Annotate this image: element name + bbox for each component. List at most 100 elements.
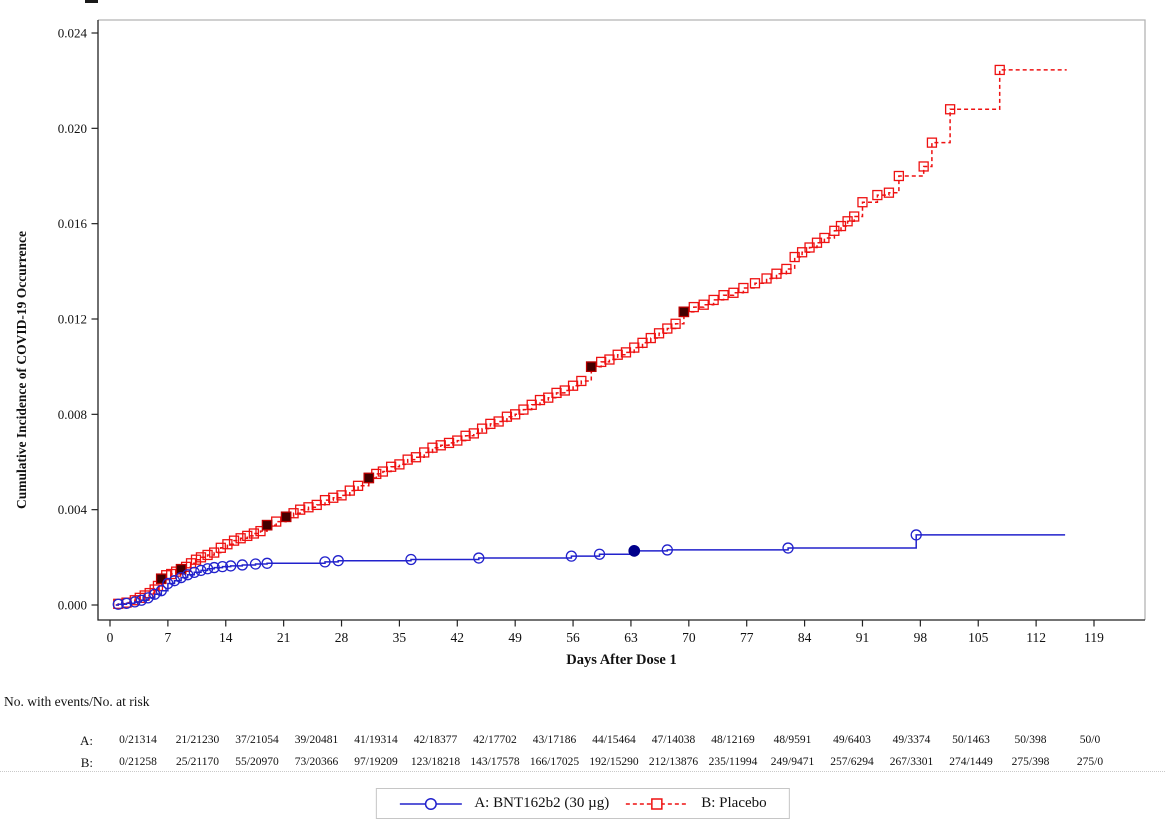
risk-cell: 50/398 [1014,734,1047,746]
severe-marker-circle [628,545,641,557]
marker-square [385,461,397,472]
risk-cell: 49/6403 [833,734,871,746]
risk-cell: 73/20366 [294,756,339,768]
marker-square [443,437,455,449]
marker-square [195,552,207,563]
severe-marker-square [155,573,167,585]
severe-marker-square [280,511,292,523]
risk-cell: 48/9591 [773,734,812,746]
marker-square [242,530,253,542]
risk-cell: 0/21258 [119,756,157,768]
marker-square [485,418,496,430]
risk-cell: 55/20970 [235,756,279,768]
marker-square [576,375,587,387]
marker-square [319,494,331,506]
x-tick-label: 42 [451,630,465,645]
marker-circle [225,560,237,572]
plot-axes-black [97,20,1145,621]
risk-row-label-a: A: [80,733,93,748]
marker-circle [910,529,922,541]
marker-circle [405,553,417,566]
marker-square [926,137,938,148]
legend-box: A: BNT162b2 (30 µg) B: Placebo [375,788,790,819]
x-tick-label: 56 [566,630,580,645]
marker-circle [188,566,200,578]
marker-square [781,263,792,275]
marker-circle [565,550,578,562]
marker-square [235,533,246,544]
marker-square [501,411,513,422]
risk-cell: 39/20481 [294,734,339,746]
marker-circle [162,577,174,590]
risk-cell: 275/0 [1076,756,1104,768]
marker-circle [261,557,273,569]
y-tick-label: 0.012 [58,312,87,327]
marker-square [670,318,681,329]
marker-square [857,197,868,208]
marker-circle [319,556,331,568]
x-tick-label: 28 [335,630,349,645]
risk-cell: 43/17186 [532,734,577,746]
marker-square [612,349,623,360]
marker-square [698,299,709,310]
risk-cell: 48/12169 [711,734,755,746]
legend-item-a: A: BNT162b2 (30 µg) [398,795,609,812]
marker-circle [236,559,248,571]
severe-marker-square [175,563,187,575]
marker-square [222,539,233,550]
marker-circle [208,561,220,574]
risk-cell: 249/9471 [770,756,815,768]
marker-square [688,301,699,313]
separator-dotted-line [0,771,1165,772]
marker-circle [593,548,606,560]
y-tick-label: 0.016 [58,216,88,231]
marker-square [551,387,562,399]
marker-square [749,278,761,289]
severe-marker-square [585,361,597,373]
marker-square [718,290,729,301]
marker-square [738,282,749,294]
risk-cell: 143/17578 [470,756,520,768]
legend-label-a: A: BNT162b2 (30 µg) [474,795,610,811]
marker-circle [120,597,133,609]
marker-square [255,525,266,537]
y-tick-label: 0.000 [58,598,87,613]
severe-marker-square [678,306,690,318]
legend-swatch-b-line-square-icon [626,797,689,810]
risk-cell: 192/15290 [589,756,639,768]
marker-circle [149,588,161,600]
risk-cell: 25/21170 [175,756,220,768]
marker-square [352,480,364,491]
marker-circle [661,544,673,556]
risk-cell: 42/18377 [413,734,458,746]
series-line-b [115,69,1067,606]
x-tick-label: 91 [856,630,870,645]
risk-cell: 42/17702 [473,734,517,746]
marker-square [460,430,471,441]
risk-cell: 44/15464 [592,734,636,746]
marker-square [215,542,226,553]
risk-cell: 123/18218 [410,756,461,768]
legend-item-b: B: Placebo [625,795,767,812]
y-axis-title: Cumulative Incidence of COVID-19 Occurre… [14,231,29,509]
marker-square [944,104,956,115]
x-tick-label: 63 [624,630,638,645]
marker-square [771,268,782,279]
marker-circle [216,560,229,573]
marker-circle [182,569,194,581]
marker-square [435,440,446,451]
risk-row-label-b: B: [80,755,93,770]
x-tick-label: 98 [914,630,928,645]
y-tick-label: 0.008 [58,407,87,422]
risk-cell: 47/14038 [651,734,696,746]
marker-square [728,287,739,298]
marker-square [849,211,860,222]
marker-square [248,528,260,539]
marker-circle [175,571,187,584]
x-tick-label: 21 [277,630,291,645]
x-tick-label: 70 [682,630,696,645]
x-tick-label: 49 [508,630,522,645]
risk-cell: 97/19209 [354,756,398,768]
marker-circle [129,596,141,608]
marker-square [328,492,339,503]
